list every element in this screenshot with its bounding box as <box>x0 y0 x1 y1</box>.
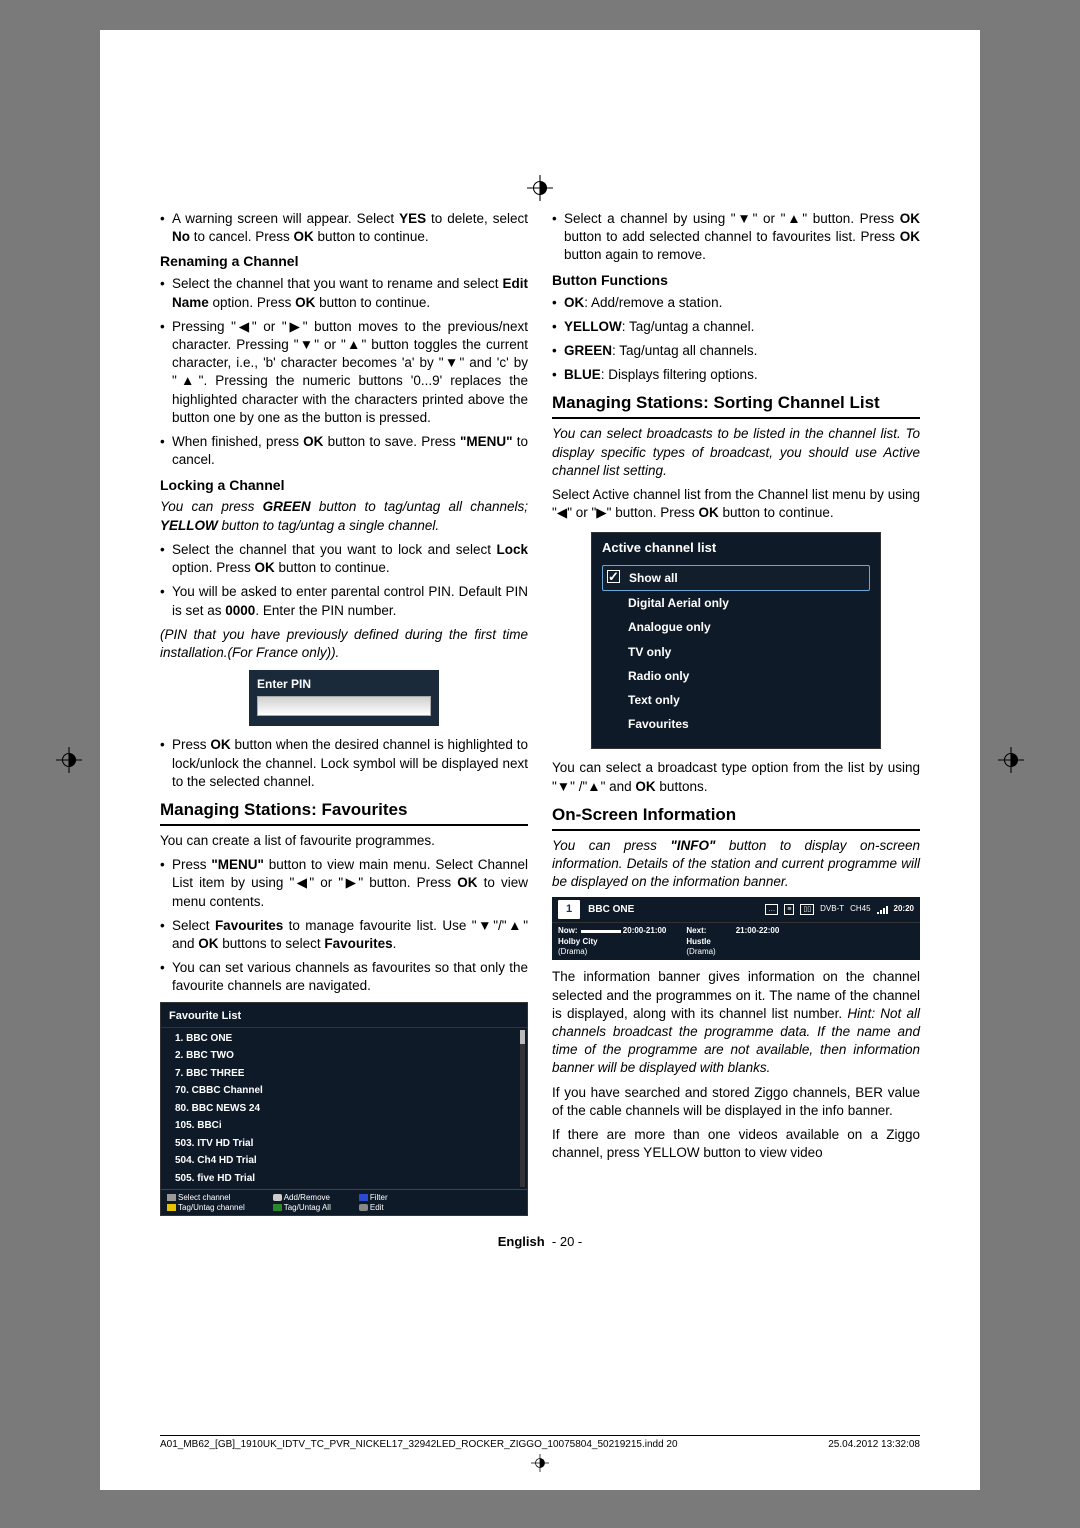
info-banner-top: 1 BBC ONE … ≡ ▯▯ DVB-T CH45 20:20 <box>552 897 920 923</box>
info-icons: … ≡ ▯▯ DVB-T CH45 20:20 <box>765 904 914 915</box>
channel-name: BBC ONE <box>588 903 634 917</box>
footer-hint: Filter Edit <box>359 1193 388 1212</box>
body-text: Select Active channel list from the Chan… <box>552 486 920 522</box>
body-text: The information banner gives information… <box>552 968 920 1077</box>
ok-key-icon <box>273 1194 282 1201</box>
now-cell: Now: 20:00-21:00 Holby City (Drama) <box>558 926 666 957</box>
registration-mark-icon <box>527 175 553 201</box>
list-item: Analogue only <box>602 615 870 639</box>
list-item: 7. BBC THREE <box>165 1065 523 1083</box>
enter-pin-field <box>257 696 431 716</box>
yellow-key-icon <box>167 1204 176 1211</box>
list-item: TV only <box>602 640 870 664</box>
favourite-list-figure: Favourite List 1. BBC ONE 2. BBC TWO 7. … <box>160 1002 528 1217</box>
green-key-icon <box>273 1204 282 1211</box>
enter-pin-label: Enter PIN <box>257 676 431 692</box>
body-text: Select the channel that you want to lock… <box>160 541 528 577</box>
next-time-cell: 21:00-22:00 <box>736 926 780 957</box>
body-text: When finished, press OK button to save. … <box>160 433 528 469</box>
section-heading-sorting: Managing Stations: Sorting Channel List <box>552 392 920 419</box>
teletext-icon: ≡ <box>784 904 794 915</box>
channel-freq: CH45 <box>850 904 870 915</box>
info-banner-bottom: Now: 20:00-21:00 Holby City (Drama) Next… <box>552 923 920 960</box>
channel-number: 1 <box>558 900 580 919</box>
content-columns: A warning screen will appear. Select YES… <box>160 210 920 1216</box>
info-banner-figure: 1 BBC ONE … ≡ ▯▯ DVB-T CH45 20:20 Now: 2… <box>552 897 920 960</box>
checkbox-icon <box>607 570 620 583</box>
dolby-icon: ▯▯ <box>800 904 814 915</box>
clock-time: 20:20 <box>894 904 914 915</box>
section-heading-favourites: Managing Stations: Favourites <box>160 799 528 826</box>
body-text: Press OK button when the desired channel… <box>160 736 528 791</box>
body-text: Press "MENU" button to view main menu. S… <box>160 856 528 911</box>
list-item: 105. BBCi <box>165 1117 523 1135</box>
section-heading-onscreen: On-Screen Information <box>552 804 920 831</box>
subheading-renaming: Renaming a Channel <box>160 252 528 271</box>
body-text: You can create a list of favourite progr… <box>160 832 528 850</box>
body-text: BLUE: Displays filtering options. <box>552 366 920 384</box>
body-text: If there are more than one videos availa… <box>552 1126 920 1162</box>
left-column: A warning screen will appear. Select YES… <box>160 210 528 1216</box>
print-footer: A01_MB62_[GB]_1910UK_IDTV_TC_PVR_NICKEL1… <box>160 1435 920 1450</box>
page-number: English - 20 - <box>160 1234 920 1249</box>
body-text: A warning screen will appear. Select YES… <box>160 210 528 246</box>
subheading-button-functions: Button Functions <box>552 271 920 290</box>
nav-key-icon <box>167 1194 176 1201</box>
progress-bar-icon <box>581 930 621 933</box>
body-text: Select a channel by using "▼" or "▲" but… <box>552 210 920 265</box>
list-item: 2. BBC TWO <box>165 1047 523 1065</box>
list-item: 80. BBC NEWS 24 <box>165 1100 523 1118</box>
favourite-list-footer: Select channel Tag/Untag channel Add/Rem… <box>161 1189 527 1215</box>
list-item: 503. ITV HD Trial <box>165 1135 523 1153</box>
enter-pin-figure: Enter PIN <box>249 670 439 726</box>
footer-hint: Select channel Tag/Untag channel <box>167 1193 245 1212</box>
subheading-locking: Locking a Channel <box>160 476 528 495</box>
footer-hint: Add/Remove Tag/Untag All <box>273 1193 331 1212</box>
body-text: Pressing "◀" or "▶" button moves to the … <box>160 318 528 427</box>
list-item: Favourites <box>602 712 870 736</box>
right-column: Select a channel by using "▼" or "▲" but… <box>552 210 920 1216</box>
subtitle-icon: … <box>765 904 778 915</box>
body-text: You will be asked to enter parental cont… <box>160 583 528 619</box>
blue-key-icon <box>359 1194 368 1201</box>
list-item: Text only <box>602 688 870 712</box>
list-item: Show all <box>602 565 870 591</box>
body-text: You can select a broadcast type option f… <box>552 759 920 795</box>
next-cell: Next: Hustle (Drama) <box>686 926 715 957</box>
broadcast-std: DVB-T <box>820 904 844 915</box>
active-channel-list-figure: Active channel list Show all Digital Aer… <box>591 532 881 749</box>
body-text: Select Favourites to manage favourite li… <box>160 917 528 953</box>
registration-mark-icon <box>531 1454 549 1472</box>
active-list-rows: Show all Digital Aerial only Analogue on… <box>592 563 880 742</box>
body-text: You can select broadcasts to be listed i… <box>552 425 920 480</box>
scrollbar-icon <box>520 1030 525 1188</box>
list-item: 1. BBC ONE <box>165 1030 523 1048</box>
favourite-list-title: Favourite List <box>161 1007 527 1028</box>
manual-page: A warning screen will appear. Select YES… <box>100 30 980 1490</box>
body-text: GREEN: Tag/untag all channels. <box>552 342 920 360</box>
signal-icon <box>877 906 888 914</box>
favourite-list-rows: 1. BBC ONE 2. BBC TWO 7. BBC THREE 70. C… <box>161 1028 527 1190</box>
list-item: 70. CBBC Channel <box>165 1082 523 1100</box>
body-text: If you have searched and stored Ziggo ch… <box>552 1084 920 1120</box>
list-item: 504. Ch4 HD Trial <box>165 1152 523 1170</box>
registration-mark-icon <box>998 747 1024 773</box>
body-text: Select the channel that you want to rena… <box>160 275 528 311</box>
list-item: 505. five HD Trial <box>165 1170 523 1188</box>
body-text: OK: Add/remove a station. <box>552 294 920 312</box>
body-text: You can press "INFO" button to display o… <box>552 837 920 892</box>
list-item: Digital Aerial only <box>602 591 870 615</box>
body-text: You can set various channels as favourit… <box>160 959 528 995</box>
body-text: (PIN that you have previously defined du… <box>160 626 528 662</box>
file-path: A01_MB62_[GB]_1910UK_IDTV_TC_PVR_NICKEL1… <box>160 1439 678 1450</box>
body-text: You can press GREEN button to tag/untag … <box>160 498 528 534</box>
list-item: Radio only <box>602 664 870 688</box>
registration-mark-icon <box>56 747 82 773</box>
body-text: YELLOW: Tag/untag a channel. <box>552 318 920 336</box>
active-list-title: Active channel list <box>592 533 880 563</box>
info-key-icon <box>359 1204 368 1211</box>
timestamp: 25.04.2012 13:32:08 <box>828 1439 920 1450</box>
